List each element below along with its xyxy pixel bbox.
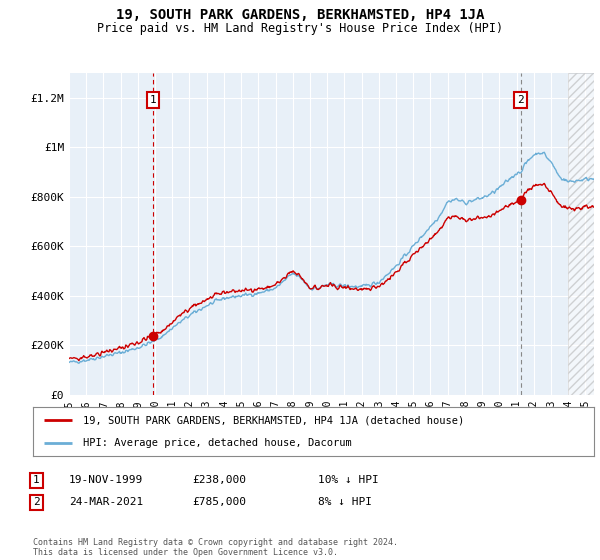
Bar <box>568 73 594 395</box>
Text: Price paid vs. HM Land Registry's House Price Index (HPI): Price paid vs. HM Land Registry's House … <box>97 22 503 35</box>
Text: 8% ↓ HPI: 8% ↓ HPI <box>318 497 372 507</box>
Text: HPI: Average price, detached house, Dacorum: HPI: Average price, detached house, Daco… <box>83 438 352 448</box>
Text: 1: 1 <box>150 95 157 105</box>
Text: 2: 2 <box>517 95 524 105</box>
Text: 19, SOUTH PARK GARDENS, BERKHAMSTED, HP4 1JA: 19, SOUTH PARK GARDENS, BERKHAMSTED, HP4… <box>116 8 484 22</box>
Text: £238,000: £238,000 <box>192 475 246 486</box>
Text: 24-MAR-2021: 24-MAR-2021 <box>69 497 143 507</box>
Text: 10% ↓ HPI: 10% ↓ HPI <box>318 475 379 486</box>
Text: Contains HM Land Registry data © Crown copyright and database right 2024.
This d: Contains HM Land Registry data © Crown c… <box>33 538 398 557</box>
Text: 2: 2 <box>33 497 40 507</box>
Text: £785,000: £785,000 <box>192 497 246 507</box>
Text: 19-NOV-1999: 19-NOV-1999 <box>69 475 143 486</box>
Text: 19, SOUTH PARK GARDENS, BERKHAMSTED, HP4 1JA (detached house): 19, SOUTH PARK GARDENS, BERKHAMSTED, HP4… <box>83 416 465 426</box>
Text: 1: 1 <box>33 475 40 486</box>
